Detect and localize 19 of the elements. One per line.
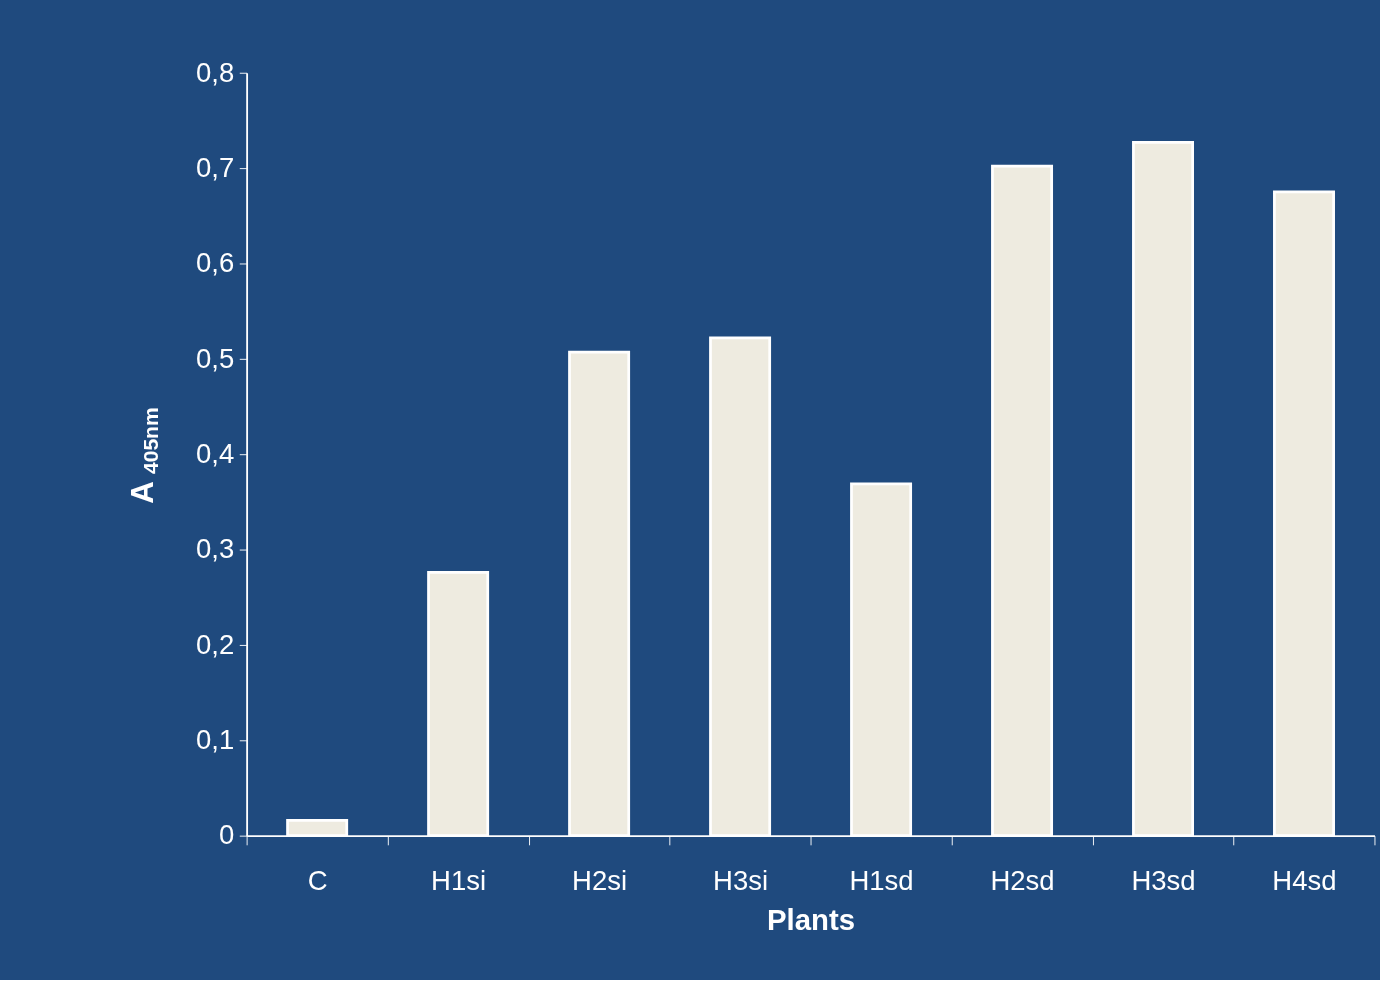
y-tick-label: 0: [218, 819, 235, 851]
x-tick-label: H1si: [431, 865, 487, 897]
x-tick-label: H4sd: [1272, 865, 1337, 897]
x-tick-label: H3sd: [1131, 865, 1196, 897]
x-axis-title: Plants: [767, 902, 856, 936]
x-tick-label: H3si: [713, 865, 769, 897]
x-tick-label: H2sd: [990, 865, 1055, 897]
y-tick-label: 0,6: [196, 247, 235, 279]
y-tick-label: 0,5: [196, 342, 235, 374]
y-tick-label: 0,8: [196, 56, 235, 88]
y-tick-label: 0,4: [196, 437, 235, 469]
y-axis-title: A405nm: [125, 407, 162, 504]
y-tick-label: 0,3: [196, 533, 235, 565]
x-tick-label: C: [307, 865, 328, 897]
x-tick-label: H1sd: [849, 865, 914, 897]
y-tick-label: 0,7: [196, 151, 235, 183]
y-tick-label: 0,1: [196, 724, 235, 756]
y-tick-label: 0,2: [196, 628, 235, 660]
x-tick-label: H2si: [572, 865, 628, 897]
